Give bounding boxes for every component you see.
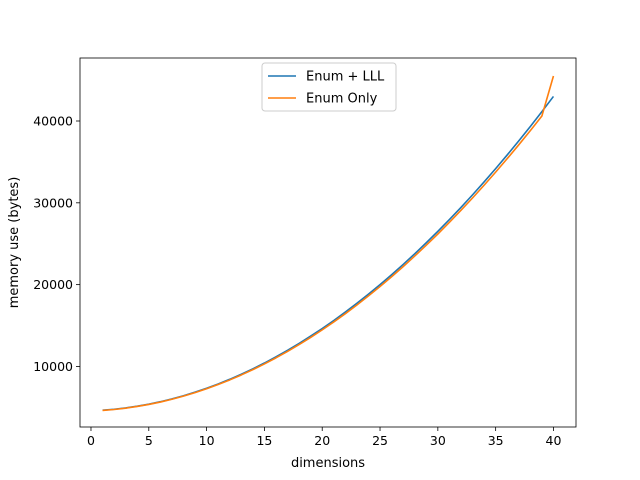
legend-box xyxy=(261,62,397,112)
x-tick-label: 35 xyxy=(488,433,504,448)
x-tick-label: 0 xyxy=(87,433,95,448)
legend-label-enum-only: Enum Only xyxy=(306,92,378,107)
legend-label-enum-lll: Enum + LLL xyxy=(306,70,385,85)
y-tick-label: 20000 xyxy=(33,277,73,292)
x-tick-label: 40 xyxy=(546,433,562,448)
y-axis-label: memory use (bytes) xyxy=(7,177,22,309)
x-tick-label: 15 xyxy=(256,433,272,448)
series-line-enum-only xyxy=(102,75,555,412)
plot-area xyxy=(102,75,555,412)
ticks: 0 5 10 15 20 25 30 35 40 10000 20000 30000 40000 xyxy=(33,114,561,449)
axes-frame xyxy=(79,57,577,428)
x-tick-label: 30 xyxy=(430,433,446,448)
y-tick-label: 30000 xyxy=(33,195,73,210)
y-tick-label: 40000 xyxy=(33,114,73,129)
x-tick-label: 5 xyxy=(145,433,153,448)
x-tick-label: 25 xyxy=(372,433,388,448)
x-tick-label: 20 xyxy=(314,433,330,448)
x-tick-label: 10 xyxy=(199,433,215,448)
y-tick-label: 10000 xyxy=(33,359,73,374)
x-axis-label: dimensions xyxy=(291,456,365,471)
legend: Enum + LLL Enum Only xyxy=(261,62,397,112)
